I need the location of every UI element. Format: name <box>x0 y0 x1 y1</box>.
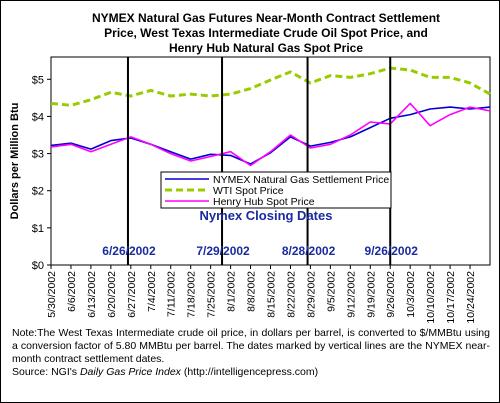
y-tick-label: $2 <box>32 186 44 198</box>
x-tick-label: 8/22/2002 <box>285 271 297 318</box>
x-tick-label: 10/3/2002 <box>405 271 417 318</box>
legend-label: WTI Spot Price <box>213 185 284 197</box>
x-tick-label: 8/29/2002 <box>305 271 317 318</box>
source-title: Daily Gas Price Index <box>79 366 181 378</box>
chart-title-line: Price, West Texas Intermediate Crude Oil… <box>104 26 428 40</box>
x-tick-label: 6/13/2002 <box>86 271 98 318</box>
nymex-closing-dates-annotation: Nymex Closing Dates <box>200 208 333 223</box>
x-tick-label: 6/20/2002 <box>106 271 118 318</box>
y-tick-label: $1 <box>32 223 44 235</box>
x-tick-label: 10/24/2002 <box>465 271 477 324</box>
x-tick-label: 7/4/2002 <box>146 271 158 312</box>
source-line: Source: NGI's Daily Gas Price Index (htt… <box>12 366 490 379</box>
x-tick-label: 8/8/2002 <box>246 271 258 312</box>
legend-label: NYMEX Natural Gas Settlement Price <box>213 174 389 186</box>
note-text: Note:The West Texas Intermediate crude o… <box>12 327 490 365</box>
settlement-date-label: 9/26/2002 <box>365 244 419 258</box>
x-tick-label: 7/25/2002 <box>206 271 218 318</box>
x-tick-label: 8/15/2002 <box>266 271 278 318</box>
x-tick-label: 9/5/2002 <box>325 271 337 312</box>
series-line <box>50 102 491 167</box>
x-tick-label: 6/27/2002 <box>126 271 138 318</box>
x-tick-label: 8/1/2002 <box>226 271 238 312</box>
x-tick-label: 9/26/2002 <box>385 271 397 318</box>
x-tick-label: 6/6/2002 <box>66 271 78 312</box>
chart-title-line: NYMEX Natural Gas Futures Near-Month Con… <box>91 11 441 25</box>
y-tick-label: $4 <box>32 111 44 123</box>
settlement-date-label: 8/28/2002 <box>282 244 336 258</box>
y-tick-label: $3 <box>32 149 44 161</box>
chart-note: Note:The West Texas Intermediate crude o… <box>12 327 490 379</box>
chart-title-line: Henry Hub Natural Gas Spot Price <box>168 41 364 55</box>
y-axis-label: Dollars per Million Btu <box>9 103 21 220</box>
x-tick-label: 9/19/2002 <box>365 271 377 318</box>
x-tick-label: 7/18/2002 <box>186 271 198 318</box>
x-tick-label: 9/12/2002 <box>345 271 357 318</box>
y-tick-label: $0 <box>32 260 44 272</box>
source-prefix: Source: NGI's <box>12 366 80 378</box>
series-line <box>50 66 491 107</box>
source-suffix: (http://intelligencepress.com) <box>180 366 319 378</box>
y-tick-label: $5 <box>32 74 44 86</box>
plot-area <box>50 56 491 266</box>
settlement-date-label: 7/29/2002 <box>196 244 250 258</box>
x-tick-label: 7/11/2002 <box>166 271 178 317</box>
chart-title: NYMEX Natural Gas Futures Near-Month Con… <box>41 11 491 56</box>
legend-label: Henry Hub Spot Price <box>213 196 315 208</box>
x-tick-label: 10/10/2002 <box>425 271 437 324</box>
x-tick-label: 10/17/2002 <box>445 271 457 324</box>
x-tick-label: 5/30/2002 <box>46 271 58 318</box>
settlement-date-label: 6/26/2002 <box>102 244 156 258</box>
